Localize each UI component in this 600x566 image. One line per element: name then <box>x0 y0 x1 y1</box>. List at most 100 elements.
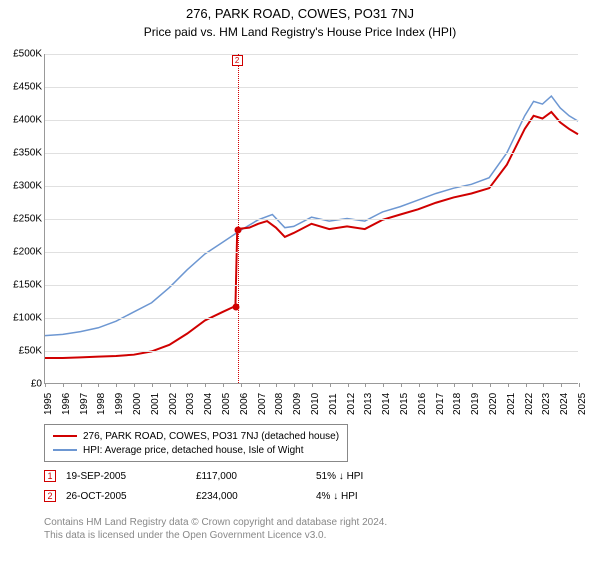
chart-container: 276, PARK ROAD, COWES, PO31 7NJ Price pa… <box>0 6 600 566</box>
events-table: 119-SEP-2005£117,00051% ↓ HPI226-OCT-200… <box>44 466 580 506</box>
x-tick <box>116 383 117 387</box>
legend-label: HPI: Average price, detached house, Isle… <box>83 445 304 456</box>
x-axis-label: 1999 <box>114 393 125 415</box>
x-tick <box>98 383 99 387</box>
x-tick <box>134 383 135 387</box>
legend-label: 276, PARK ROAD, COWES, PO31 7NJ (detache… <box>83 431 339 442</box>
x-tick <box>187 383 188 387</box>
y-axis-label: £450K <box>3 82 45 93</box>
gridline <box>45 153 578 154</box>
legend-swatch <box>53 435 77 437</box>
x-axis-label: 2016 <box>417 393 428 415</box>
x-axis-label: 2020 <box>488 393 499 415</box>
y-axis-label: £500K <box>3 49 45 60</box>
x-tick <box>330 383 331 387</box>
y-axis-label: £100K <box>3 313 45 324</box>
x-tick <box>508 383 509 387</box>
series-line <box>45 96 578 336</box>
x-axis-label: 2017 <box>435 393 446 415</box>
gridline <box>45 285 578 286</box>
event-date: 26-OCT-2005 <box>66 491 186 502</box>
gridline <box>45 219 578 220</box>
x-axis-label: 2003 <box>185 393 196 415</box>
y-axis-label: £400K <box>3 115 45 126</box>
x-axis-label: 2019 <box>470 393 481 415</box>
x-tick <box>276 383 277 387</box>
x-axis-label: 2000 <box>132 393 143 415</box>
x-axis-label: 2004 <box>203 393 214 415</box>
event-price: £117,000 <box>196 471 306 482</box>
x-axis-label: 1996 <box>61 393 72 415</box>
y-axis-label: £300K <box>3 181 45 192</box>
x-tick <box>490 383 491 387</box>
chart-plot-area: £0£50K£100K£150K£200K£250K£300K£350K£400… <box>44 54 578 384</box>
x-axis-label: 2001 <box>150 393 161 415</box>
x-axis-label: 2011 <box>328 393 339 415</box>
sale-point-dot <box>234 226 241 233</box>
x-tick <box>223 383 224 387</box>
gridline <box>45 186 578 187</box>
x-axis-label: 2021 <box>506 393 517 415</box>
page-subtitle: Price paid vs. HM Land Registry's House … <box>0 25 600 39</box>
x-tick <box>579 383 580 387</box>
x-tick <box>543 383 544 387</box>
legend-item: 276, PARK ROAD, COWES, PO31 7NJ (detache… <box>53 429 339 443</box>
x-tick <box>45 383 46 387</box>
x-axis-label: 1997 <box>79 393 90 415</box>
event-delta: 4% ↓ HPI <box>316 491 426 502</box>
x-tick <box>383 383 384 387</box>
x-axis-label: 1995 <box>43 393 54 415</box>
x-tick <box>81 383 82 387</box>
gridline <box>45 318 578 319</box>
event-row: 119-SEP-2005£117,00051% ↓ HPI <box>44 466 580 486</box>
gridline <box>45 120 578 121</box>
x-axis-label: 2018 <box>452 393 463 415</box>
x-axis-label: 2006 <box>239 393 250 415</box>
x-axis-label: 2007 <box>257 393 268 415</box>
x-axis-label: 2002 <box>168 393 179 415</box>
legend-swatch <box>53 449 77 451</box>
x-tick <box>312 383 313 387</box>
event-marker-badge: 2 <box>232 55 243 66</box>
x-axis-label: 2023 <box>541 393 552 415</box>
x-axis-label: 1998 <box>96 393 107 415</box>
x-axis-label: 2008 <box>274 393 285 415</box>
y-axis-label: £350K <box>3 148 45 159</box>
event-price: £234,000 <box>196 491 306 502</box>
x-tick <box>205 383 206 387</box>
x-tick <box>526 383 527 387</box>
x-tick <box>401 383 402 387</box>
y-axis-label: £150K <box>3 280 45 291</box>
x-axis-label: 2005 <box>221 393 232 415</box>
x-tick <box>170 383 171 387</box>
y-axis-label: £200K <box>3 247 45 258</box>
legend-item: HPI: Average price, detached house, Isle… <box>53 443 339 457</box>
sale-point-dot <box>232 303 239 310</box>
x-axis-label: 2013 <box>363 393 374 415</box>
x-tick <box>63 383 64 387</box>
x-axis-label: 2009 <box>292 393 303 415</box>
x-tick <box>348 383 349 387</box>
footer-line: This data is licensed under the Open Gov… <box>44 529 580 542</box>
x-tick <box>294 383 295 387</box>
y-axis-label: £0 <box>3 379 45 390</box>
legend: 276, PARK ROAD, COWES, PO31 7NJ (detache… <box>44 424 348 462</box>
gridline <box>45 54 578 55</box>
gridline <box>45 87 578 88</box>
event-number-badge: 1 <box>44 470 56 482</box>
gridline <box>45 252 578 253</box>
x-axis-label: 2014 <box>381 393 392 415</box>
event-delta: 51% ↓ HPI <box>316 471 426 482</box>
x-tick <box>561 383 562 387</box>
x-tick <box>454 383 455 387</box>
page-title: 276, PARK ROAD, COWES, PO31 7NJ <box>0 6 600 21</box>
event-number-badge: 2 <box>44 490 56 502</box>
x-axis-label: 2024 <box>559 393 570 415</box>
x-tick <box>152 383 153 387</box>
gridline <box>45 351 578 352</box>
x-tick <box>437 383 438 387</box>
footer-line: Contains HM Land Registry data © Crown c… <box>44 516 580 529</box>
x-axis-label: 2022 <box>524 393 535 415</box>
x-axis-label: 2015 <box>399 393 410 415</box>
x-tick <box>365 383 366 387</box>
